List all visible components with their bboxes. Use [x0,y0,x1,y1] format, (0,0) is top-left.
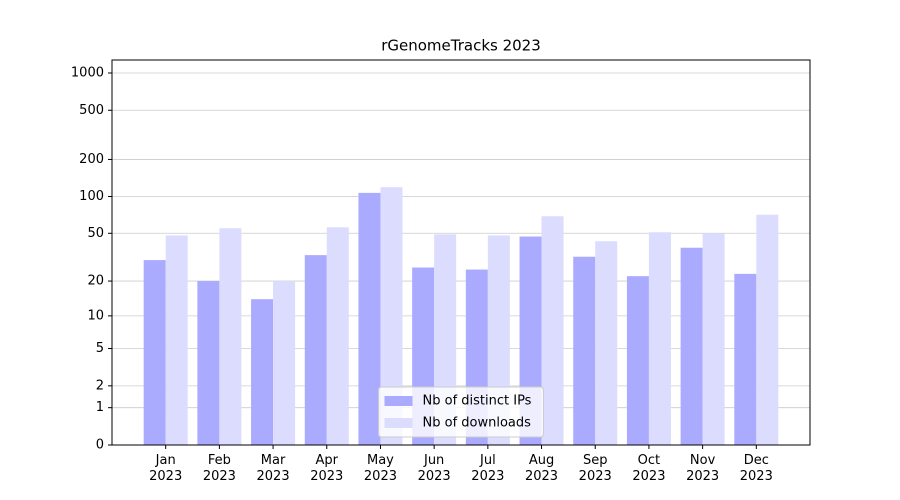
y-tick-label: 200 [79,152,104,167]
chart-title: rGenomeTracks 2023 [381,37,541,55]
y-tick-label: 2 [96,378,104,393]
x-tick-label: Dec 2023 [739,453,773,484]
y-tick-label: 5 [96,341,104,356]
bar [197,281,220,445]
bar [165,235,188,445]
x-tick-label: Sep 2023 [578,453,612,484]
bar [251,299,274,445]
bar [358,192,381,445]
bar [380,187,403,445]
bar [702,233,725,445]
x-tick-label: Jun 2023 [417,453,451,484]
y-tick-label: 20 [87,274,104,289]
x-tick-label: Aug 2023 [524,453,559,484]
x-tick-label: Nov 2023 [686,453,720,484]
bar [326,227,349,445]
bar [734,273,757,445]
bar [541,216,564,445]
bar [219,228,242,445]
y-tick-label: 0 [96,438,104,453]
x-tick-label: May 2023 [363,453,397,484]
y-tick-label: 500 [79,103,104,118]
x-tick-label: Feb 2023 [202,453,236,484]
y-tick-label: 1000 [71,65,104,80]
x-tick-label: Oct 2023 [632,453,666,484]
legend-label: Nb of distinct IPs [423,394,532,409]
bar [648,232,671,445]
legend-swatch [384,396,413,406]
bar [573,256,596,445]
legend-swatch [384,418,413,428]
x-tick-label: Jan 2023 [149,453,183,484]
x-tick-label: Apr 2023 [310,453,344,484]
y-tick-label: 50 [87,226,104,241]
legend: Nb of distinct IPs Nb of downloads [378,386,544,438]
bar [595,241,618,445]
bar [304,255,327,445]
bar [626,276,649,445]
legend-label: Nb of downloads [423,416,532,431]
legend-box [378,386,544,438]
y-tick-label: 10 [87,308,104,323]
bar [680,247,703,445]
y-tick-label: 100 [79,189,104,204]
bar [143,260,166,445]
bar [756,214,779,445]
y-tick-label: 1 [96,400,104,415]
x-tick-label: Jul 2023 [471,453,505,484]
x-tick-label: Mar 2023 [256,453,290,484]
plot-frame [111,59,811,446]
bar [273,281,296,445]
